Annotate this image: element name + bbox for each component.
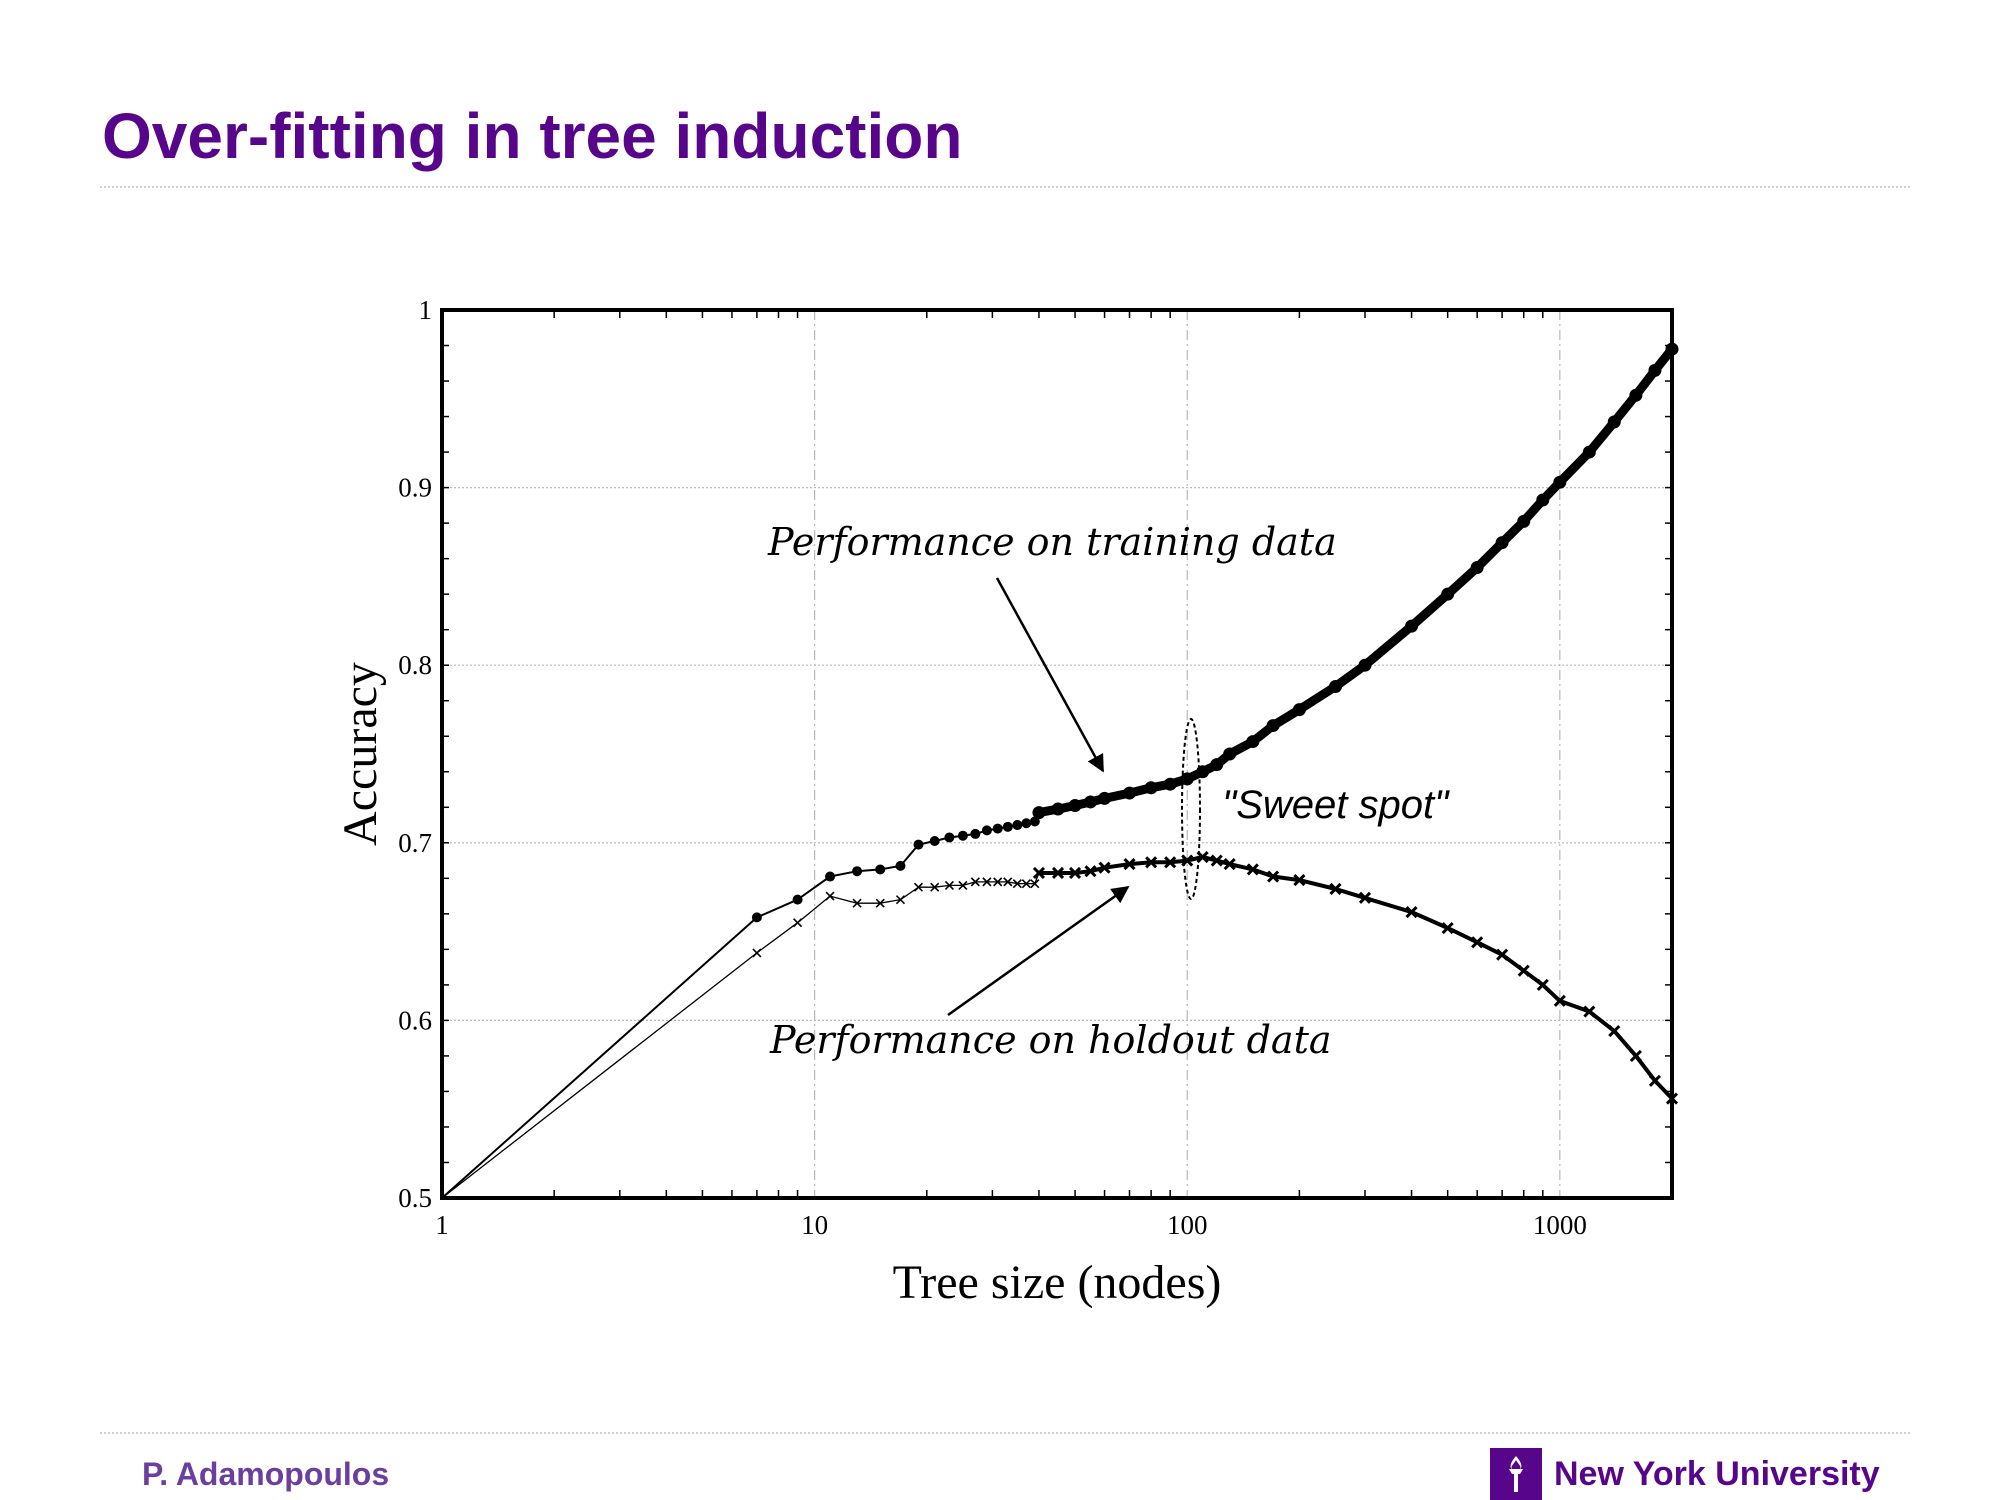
footer-university: New York University [1554,1455,1880,1493]
training-point [825,871,836,882]
training-series-line [441,348,1673,1199]
training-point [852,866,863,877]
holdout-point [1030,879,1040,889]
plot-frame [440,308,1674,1200]
holdout-point [944,880,954,890]
sweet-spot-label: "Sweet spot" [1222,783,1450,827]
training-point [1002,821,1013,832]
y-tick-label: 0.7 [398,828,432,858]
training-point [1012,820,1023,831]
y-tick-label: 0.6 [398,1005,432,1035]
training-point [970,828,981,839]
nyu-torch-icon [1490,1448,1542,1500]
training-point [992,823,1003,834]
holdout-point [1003,877,1013,887]
holdout-point [958,880,968,890]
training-point [895,860,906,871]
holdout-point [792,918,803,928]
footer-divider [100,1432,1910,1434]
x-tick-label: 1000 [1533,1210,1587,1240]
training-point [1021,818,1032,829]
chart-grid [442,310,1672,1198]
x-axis-label: Tree size (nodes) [893,1256,1222,1309]
chart-annotations: Performance on training data Performance… [767,520,1450,1062]
y-tick-label: 0.5 [398,1183,432,1213]
x-tick-label: 1 [435,1210,449,1240]
training-point [981,825,992,836]
holdout-point [1012,879,1022,889]
holdout-point [982,877,992,887]
holdout-point [970,877,980,887]
x-tick-label: 100 [1167,1210,1208,1240]
training-point [875,864,886,875]
holdout-point [825,891,835,901]
holdout-point [752,948,762,958]
training-annotation-arrow [995,577,1105,773]
training-point [792,894,803,905]
y-tick-label: 0.8 [398,650,432,680]
holdout-point [875,898,885,908]
y-axis-label: Accuracy [334,662,387,846]
holdout-point [913,882,924,892]
y-tick-label: 1 [419,295,433,325]
holdout-point [852,898,862,908]
chart-axes: Tree size (nodes) Accuracy 0.5 0.6 0.7 0.8 0… [334,295,1674,1309]
holdout-point [993,877,1003,887]
training-annotation: Performance on training data [767,520,1337,564]
holdout-point [1021,879,1031,889]
footer-author: P. Adamopoulos [142,1456,390,1492]
training-dense-segment [1034,344,1677,818]
holdout-annotation: Performance on holdout data [769,1018,1332,1062]
y-tick-label: 0.9 [398,473,432,503]
holdout-dense-segment [1036,855,1674,1101]
slide-title: Over-fitting in tree induction [102,100,963,172]
title-divider [100,186,1910,188]
training-point [929,836,940,847]
training-point [1029,816,1040,827]
training-point [913,839,924,850]
sweet-spot-ellipse [1181,718,1201,900]
footer-brand: New York University [1490,1448,1880,1500]
holdout-point [895,895,906,905]
holdout-point [930,882,940,892]
holdout-annotation-arrow [947,885,1130,1017]
training-point [957,830,968,841]
chart-series-layer [441,342,1679,1199]
training-point [751,912,762,923]
training-point [944,832,955,843]
x-tick-label: 10 [801,1210,828,1240]
